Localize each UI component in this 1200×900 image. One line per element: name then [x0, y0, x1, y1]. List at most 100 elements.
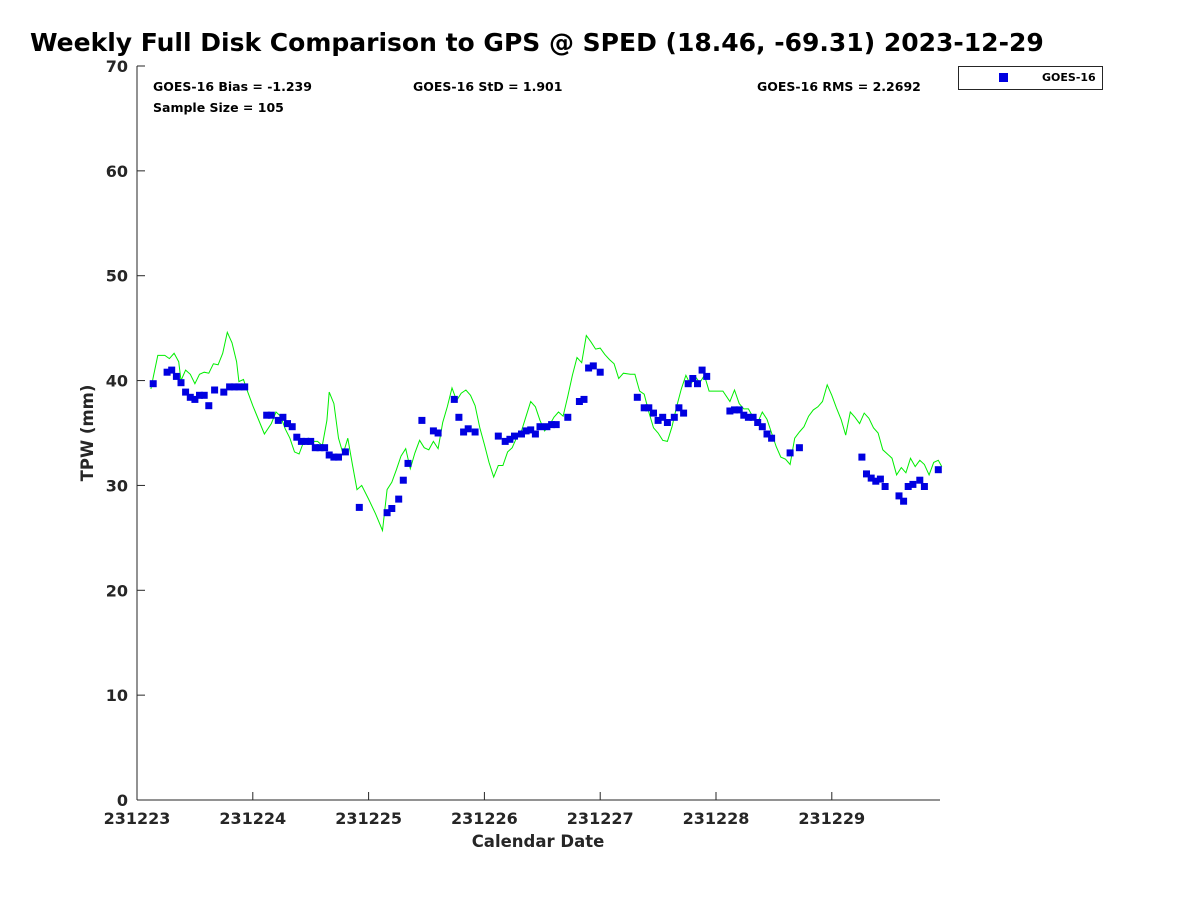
- goes-data-point: [768, 434, 776, 442]
- y-tick-label: 20: [106, 581, 128, 600]
- goes-data-point: [263, 411, 271, 419]
- goes-data-point: [740, 411, 748, 419]
- goes-data-point: [522, 427, 530, 435]
- goes-data-point: [650, 409, 657, 417]
- goes-data-point: [754, 419, 762, 426]
- goes-data-point: [633, 393, 641, 401]
- legend: GOES-16: [958, 66, 1103, 90]
- goes-data-point: [341, 448, 349, 456]
- goes-data-point: [418, 416, 426, 424]
- goes-data-point: [575, 398, 583, 405]
- goes-data-point: [698, 366, 706, 374]
- goes-data-point: [383, 509, 391, 517]
- goes-data-point: [744, 413, 752, 421]
- y-tick-label: 10: [106, 686, 128, 705]
- std-stat: GOES-16 StD = 1.901: [413, 79, 562, 94]
- goes-data-point: [307, 437, 315, 445]
- x-tick-label: 231225: [335, 809, 402, 828]
- goes-data-point: [241, 383, 249, 391]
- goes-data-point: [654, 416, 662, 424]
- chart-title: Weekly Full Disk Comparison to GPS @ SPE…: [30, 28, 1044, 57]
- goes-data-point: [220, 388, 228, 396]
- goes-data-point: [904, 483, 912, 490]
- goes-data-point: [659, 413, 667, 421]
- goes-data-point: [564, 413, 572, 421]
- goes-data-point: [527, 426, 535, 434]
- goes-data-point: [182, 388, 190, 396]
- goes-data-point: [920, 483, 928, 490]
- goes-data-point: [895, 492, 903, 500]
- legend-marker-square-icon: [999, 73, 1008, 82]
- goes-data-point: [399, 476, 407, 484]
- goes-data-point: [694, 380, 701, 388]
- goes-data-point: [464, 425, 472, 433]
- goes-data-point: [211, 386, 219, 394]
- goes-data-point: [531, 430, 539, 438]
- x-tick-label: 231223: [104, 809, 171, 828]
- goes-data-point: [455, 413, 463, 421]
- goes-data-point: [585, 364, 593, 372]
- goes-data-point: [297, 437, 305, 445]
- y-tick-label: 30: [106, 476, 128, 495]
- y-tick-label: 50: [106, 267, 128, 286]
- goes-data-point: [168, 366, 176, 374]
- goes-data-point: [226, 383, 234, 391]
- goes-data-point: [302, 437, 310, 445]
- goes-data-point: [321, 444, 329, 452]
- goes-marker-layer: [149, 362, 942, 517]
- goes-data-point: [689, 375, 697, 382]
- axis-layer: 0 10 20 30 40 50 60 70 231223 231224 231225 231226 2…: [104, 57, 940, 828]
- goes-data-point: [675, 404, 683, 412]
- goes-data-point: [872, 477, 880, 485]
- goes-data-point: [536, 423, 544, 431]
- y-tick-label: 70: [106, 57, 128, 76]
- goes-data-point: [450, 395, 458, 403]
- gps-series-line: [150, 330, 943, 533]
- goes-data-point: [355, 503, 363, 511]
- y-tick-label: 40: [106, 372, 128, 391]
- goes-data-point: [200, 391, 208, 399]
- goes-data-point: [726, 407, 734, 415]
- goes-data-point: [325, 451, 333, 459]
- goes-data-point: [684, 380, 692, 388]
- rms-stat: GOES-16 RMS = 2.2692: [757, 79, 921, 94]
- goes-data-point: [163, 368, 171, 376]
- goes-data-point: [589, 362, 597, 370]
- goes-data-point: [330, 453, 338, 461]
- goes-data-point: [663, 419, 671, 426]
- goes-data-point: [876, 475, 884, 483]
- goes-data-point: [670, 413, 678, 421]
- goes-data-point: [494, 432, 502, 440]
- goes-data-point: [763, 430, 771, 438]
- goes-data-point: [230, 383, 238, 391]
- goes-data-point: [867, 474, 875, 482]
- goes-data-point: [858, 453, 866, 461]
- goes-data-point: [703, 372, 711, 380]
- goes-data-point: [434, 429, 442, 437]
- goes-data-point: [191, 395, 199, 403]
- goes-data-point: [429, 427, 437, 435]
- x-tick-label: 231227: [567, 809, 634, 828]
- goes-data-point: [552, 421, 560, 429]
- goes-data-point: [934, 466, 942, 474]
- goes-data-point: [311, 444, 319, 452]
- goes-data-point: [518, 430, 525, 438]
- goes-data-point: [645, 404, 653, 412]
- goes-data-point: [680, 409, 688, 417]
- x-tick-label: 231228: [683, 809, 750, 828]
- goes-data-point: [395, 495, 403, 503]
- goes-data-point: [900, 497, 908, 505]
- goes-data-point: [596, 368, 604, 376]
- goes-data-point: [177, 379, 185, 387]
- goes-data-point: [149, 380, 157, 388]
- goes-data-point: [735, 406, 743, 414]
- goes-data-point: [186, 393, 194, 401]
- goes-data-point: [274, 416, 282, 424]
- goes-data-point: [267, 411, 275, 419]
- goes-data-point: [731, 406, 738, 414]
- goes-data-point: [863, 470, 870, 478]
- goes-data-point: [506, 435, 514, 443]
- goes-data-point: [388, 505, 396, 512]
- goes-data-point: [235, 383, 243, 391]
